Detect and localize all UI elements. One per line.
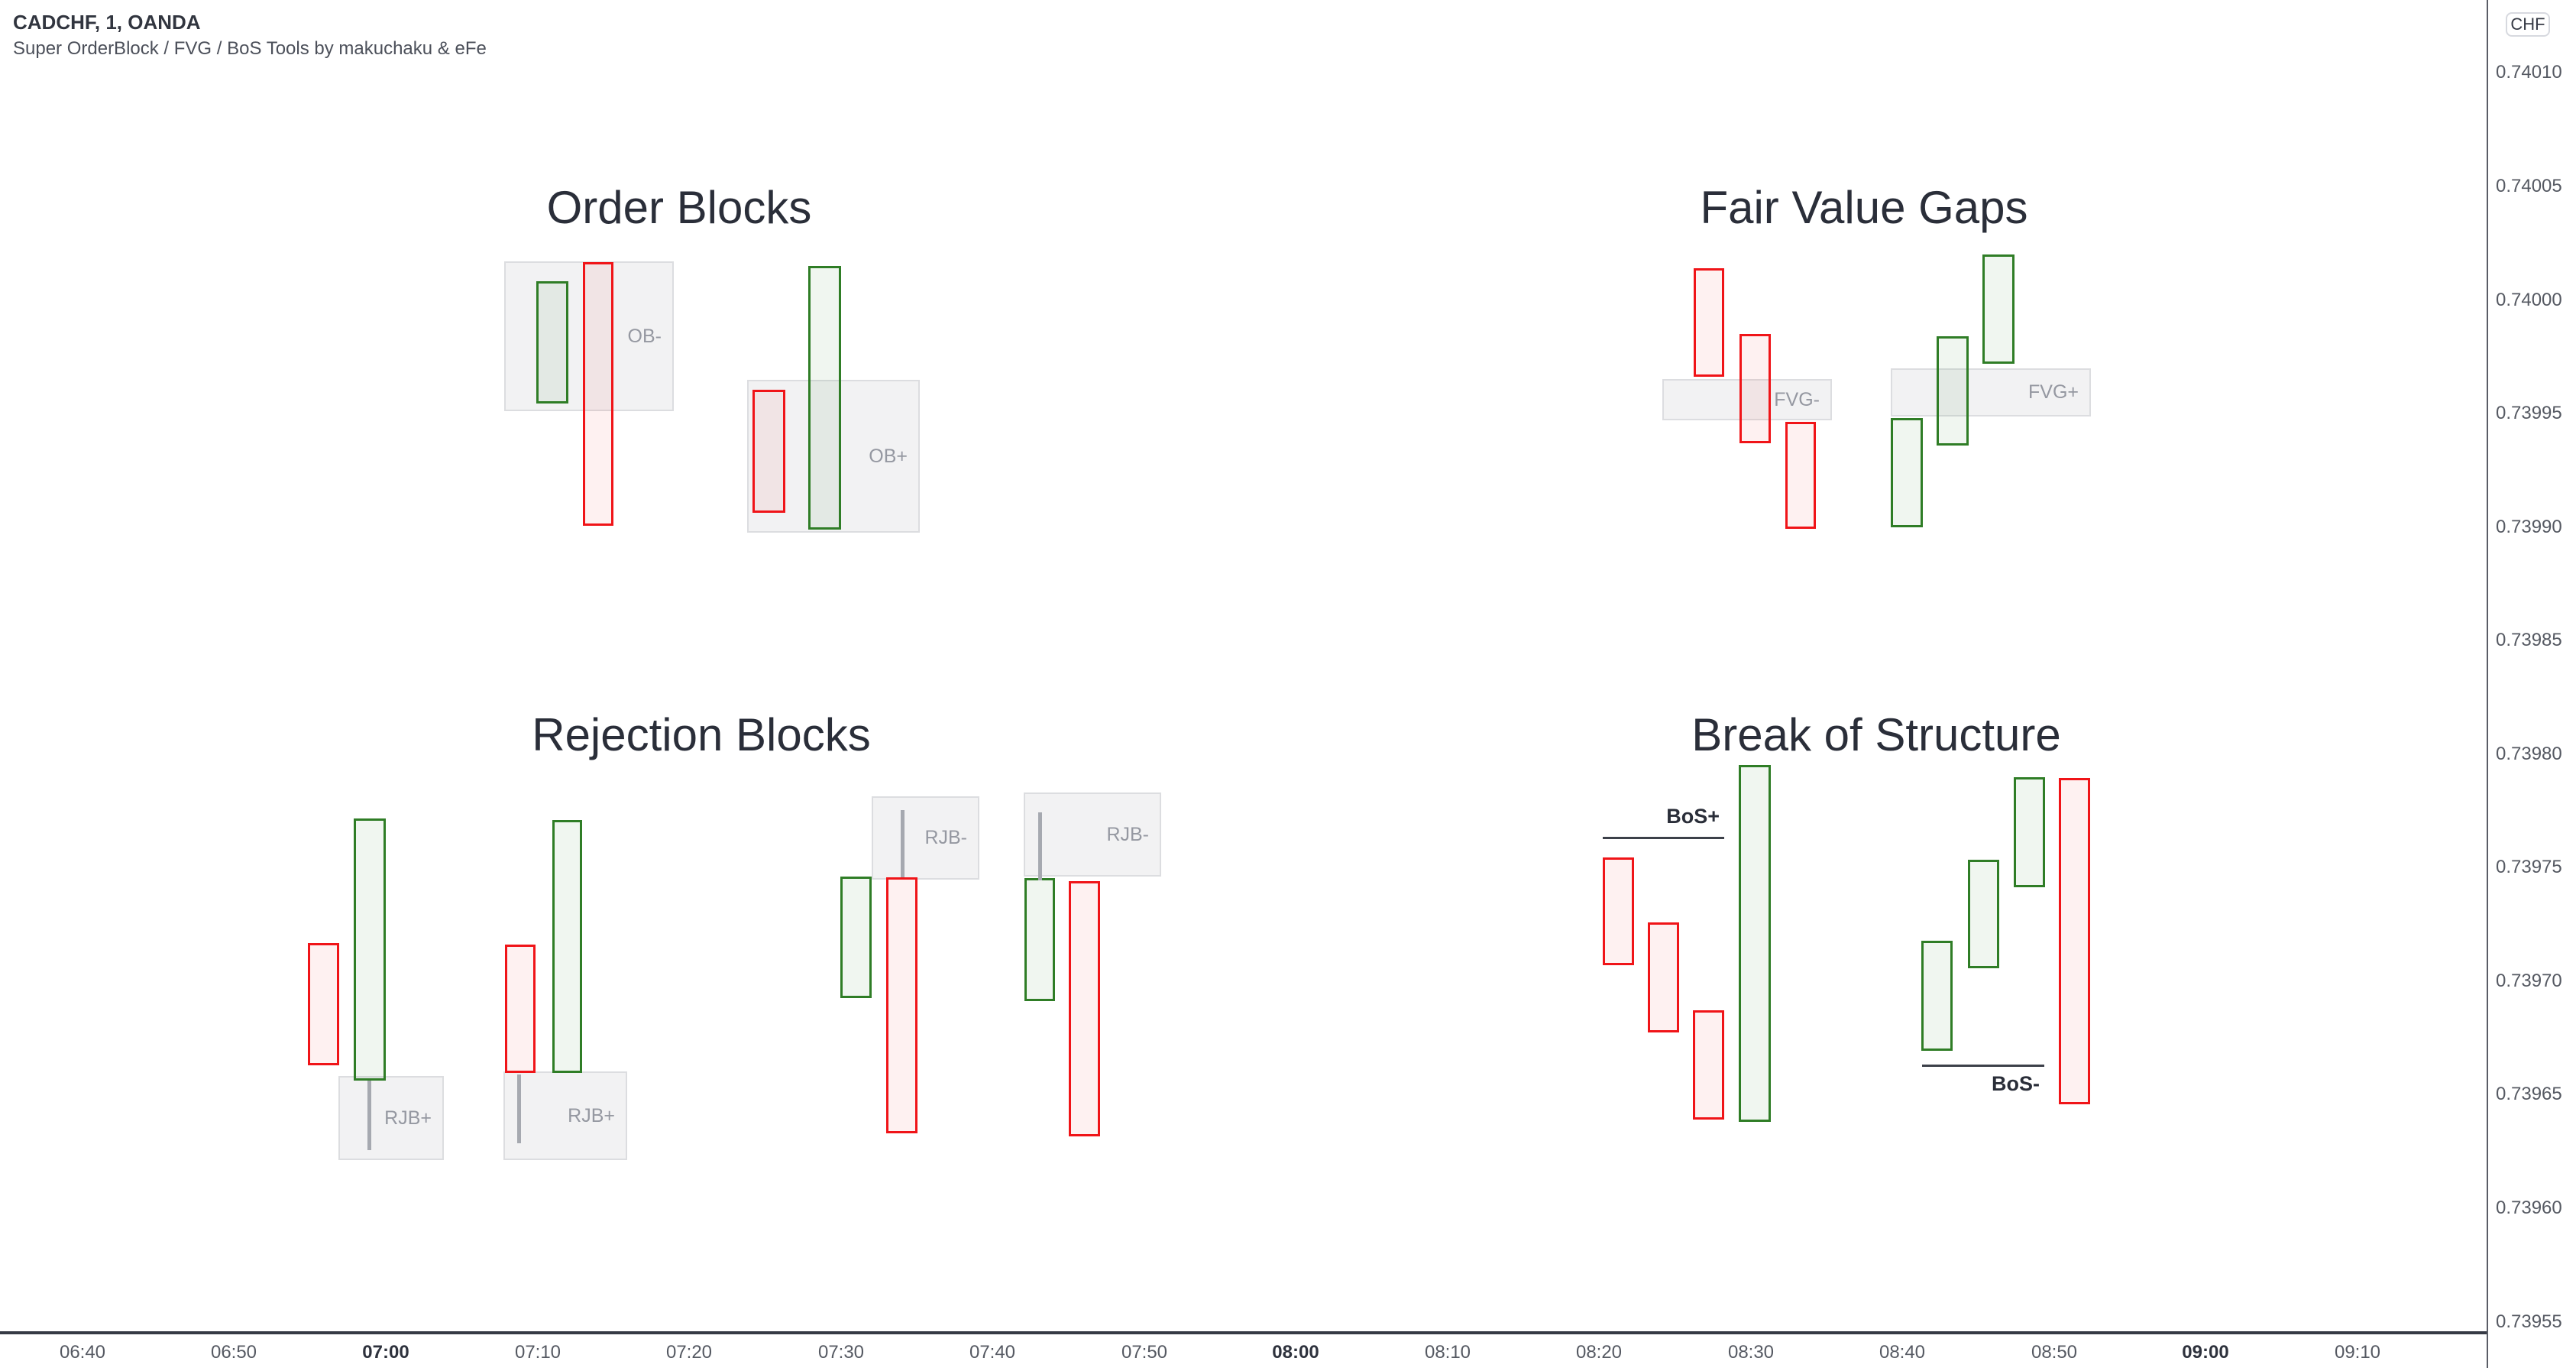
time-tick-label: 07:10 [514,1342,561,1363]
candle-bear [1069,881,1100,1136]
candle-bear [505,945,536,1073]
candle-bull [552,820,582,1073]
zone-box: RJB- [1024,792,1161,877]
time-tick-label: 08:30 [1727,1342,1775,1363]
zone-label: RJB- [1106,823,1149,845]
currency-toggle-button[interactable]: CHF [2506,12,2550,37]
time-tick-label: 07:00 [362,1342,409,1363]
section-title-order-blocks: Order Blocks [546,182,812,233]
candle-wick [901,810,905,877]
candle-bear [1648,922,1679,1032]
bos-line [1603,837,1724,839]
indicator-title[interactable]: Super OrderBlock / FVG / BoS Tools by ma… [13,38,487,59]
candle-bear [1693,1010,1724,1120]
zone-label: RJB+ [384,1107,432,1129]
bos-label: BoS- [1992,1072,2040,1095]
candle-bull [536,281,568,404]
price-tick-label: 0.73955 [2496,1311,2562,1332]
time-axis[interactable]: 06:40 06:50 07:00 07:10 07:20 07:30 07:40 07:50… [0,1331,2576,1371]
candle-bear [752,390,785,513]
zone-label: OB+ [869,445,908,467]
candle-bear [1785,422,1816,529]
price-axis-separator [2487,0,2488,1368]
chart-canvas[interactable]: CADCHF, 1, OANDA Super OrderBlock / FVG … [0,0,2487,1331]
time-tick-label: 07:20 [665,1342,713,1363]
price-tick-label: 0.73965 [2496,1084,2562,1104]
section-title-fair-value-gaps: Fair Value Gaps [1700,182,2028,233]
time-tick-label: 06:40 [59,1342,106,1363]
price-tick-label: 0.73985 [2496,630,2562,650]
time-tick-label: 07:40 [969,1342,1016,1363]
price-tick-label: 0.73975 [2496,857,2562,877]
section-title-rejection-blocks: Rejection Blocks [532,709,871,760]
time-tick-label: 07:50 [1121,1342,1168,1363]
candle-bear [1603,857,1634,965]
zone-label: OB- [627,325,662,347]
zone-box: OB- [504,261,674,411]
time-tick-label: 08:20 [1575,1342,1623,1363]
candle-bull [354,818,386,1081]
candle-bull [1982,254,2015,364]
candle-bull [2014,777,2045,887]
time-tick-label: 08:10 [1424,1342,1471,1363]
time-tick-label: 09:10 [2334,1342,2381,1363]
price-tick-label: 0.73960 [2496,1198,2562,1218]
time-tick-label: 07:30 [817,1342,865,1363]
time-tick-label: 06:50 [210,1342,257,1363]
candle-bear [583,262,613,526]
symbol-title[interactable]: CADCHF, 1, OANDA [13,11,201,34]
candle-wick [517,1074,521,1143]
zone-label: RJB- [924,827,967,848]
candle-bear [1694,268,1724,377]
candle-bull [1921,941,1953,1051]
candle-bull [1891,418,1923,527]
price-tick-label: 0.73990 [2496,517,2562,537]
zone-box: OB+ [747,380,920,533]
price-tick-label: 0.73995 [2496,403,2562,423]
candle-bull [1937,336,1969,446]
candle-bull [1968,860,1999,968]
price-tick-label: 0.74005 [2496,176,2562,196]
candle-bear [886,877,917,1133]
zone-label: FVG- [1774,388,1820,410]
zone-box: FVG+ [1891,368,2091,416]
price-tick-label: 0.73980 [2496,744,2562,764]
time-tick-label: 08:50 [2031,1342,2078,1363]
zone-box: RJB- [872,796,979,880]
zone-box: FVG- [1662,379,1832,420]
candle-bull [1739,765,1771,1122]
candle-bear [2059,778,2090,1104]
candle-bull [808,266,841,530]
candle-wick [367,1081,371,1150]
time-tick-label: 09:00 [2182,1342,2229,1363]
price-tick-label: 0.73970 [2496,971,2562,991]
candle-bear [308,943,339,1065]
bos-line [1922,1065,2044,1067]
section-title-break-of-structure: Break of Structure [1691,709,2061,760]
candle-bull [1024,878,1055,1001]
zone-label: FVG+ [2028,381,2079,403]
zone-box: RJB+ [338,1076,444,1160]
price-axis[interactable]: CHF 0.74010 0.74005 0.74000 0.73995 0.73990 0… [2487,0,2576,1368]
candle-bull [840,877,872,998]
zone-label: RJB+ [568,1104,615,1126]
candle-bear [1739,334,1771,443]
time-tick-label: 08:00 [1272,1342,1319,1363]
price-tick-label: 0.74000 [2496,290,2562,310]
bos-label: BoS+ [1666,805,1720,828]
time-tick-label: 08:40 [1879,1342,1926,1363]
candle-wick [1038,812,1042,880]
zone-box: RJB+ [503,1071,627,1160]
price-tick-label: 0.74010 [2496,62,2562,83]
